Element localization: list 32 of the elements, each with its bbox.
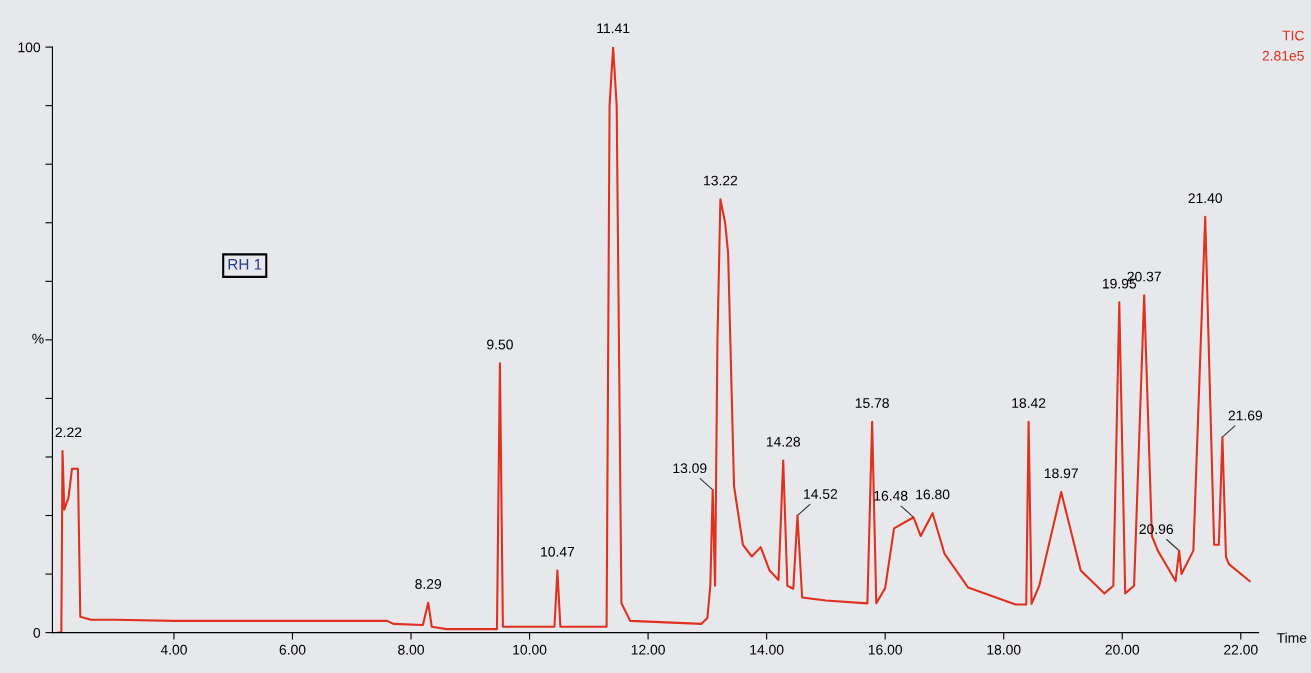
annotation: 16.80 — [916, 489, 950, 500]
annotation: 8.29 — [415, 579, 442, 589]
x-axis-title: Time — [1276, 632, 1307, 643]
text: TIC — [1282, 30, 1304, 41]
x-tick-label: 20.00 — [1105, 644, 1140, 655]
annotation: 14.52 — [804, 489, 838, 499]
annotation: 2.22 — [55, 427, 82, 438]
annotation: 21.69 — [1228, 410, 1263, 421]
annotation: 10.47 — [541, 546, 575, 557]
x-tick-label: 22.00 — [1224, 644, 1258, 655]
annotation: 15.78 — [855, 398, 889, 408]
annotation: 14.28 — [766, 436, 800, 447]
x-tick-label: 8.00 — [398, 644, 424, 655]
annotation: 18.42 — [1012, 398, 1046, 408]
annotation: 9.50 — [487, 339, 513, 350]
text: 2.81e5 — [1262, 50, 1304, 61]
annotation: RH 1 — [228, 259, 262, 270]
x-tick-label: 12.00 — [631, 644, 665, 655]
annotation: 11.41 — [597, 23, 630, 34]
annotation: 13.22 — [704, 175, 738, 186]
annotation: 13.09 — [673, 463, 707, 474]
y-tick-label: 0 — [33, 627, 41, 638]
x-tick-label: 14.00 — [750, 644, 784, 655]
annotation: 18.97 — [1044, 468, 1078, 479]
y-tick-label: 100 — [18, 42, 41, 53]
y-axis-title: % — [32, 333, 44, 344]
x-tick-label: 16.00 — [868, 644, 902, 655]
x-tick-label: 4.00 — [160, 644, 187, 655]
annotation: 21.40 — [1188, 193, 1223, 204]
x-tick-label: 10.00 — [513, 644, 547, 655]
x-tick-label: 18.00 — [987, 644, 1021, 655]
x-tick-label: 6.00 — [279, 644, 306, 655]
